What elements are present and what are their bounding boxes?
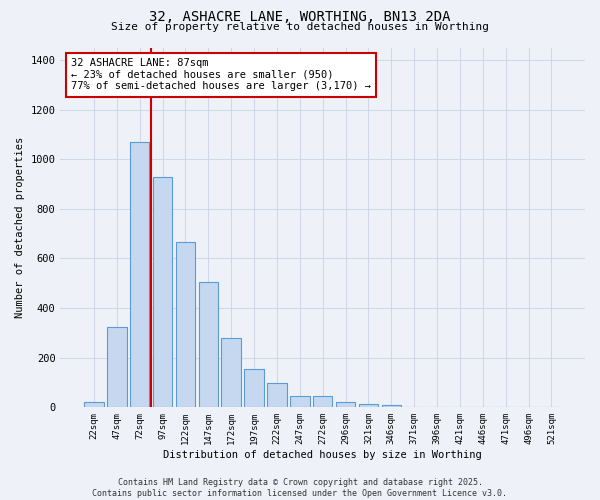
Bar [313, 396, 332, 407]
Bar [153, 176, 172, 408]
Text: Contains HM Land Registry data © Crown copyright and database right 2025.
Contai: Contains HM Land Registry data © Crown c… [92, 478, 508, 498]
Bar [199, 282, 218, 408]
Text: Size of property relative to detached houses in Worthing: Size of property relative to detached ho… [111, 22, 489, 32]
Y-axis label: Number of detached properties: Number of detached properties [15, 137, 25, 318]
Bar [359, 404, 378, 407]
Bar [130, 142, 149, 407]
Bar [176, 242, 195, 408]
Bar [107, 326, 127, 407]
Bar [267, 382, 287, 407]
Text: 32 ASHACRE LANE: 87sqm
← 23% of detached houses are smaller (950)
77% of semi-de: 32 ASHACRE LANE: 87sqm ← 23% of detached… [71, 58, 371, 92]
Bar [382, 406, 401, 407]
Bar [336, 402, 355, 407]
Bar [290, 396, 310, 407]
Bar [84, 402, 104, 407]
Bar [244, 370, 264, 408]
Text: 32, ASHACRE LANE, WORTHING, BN13 2DA: 32, ASHACRE LANE, WORTHING, BN13 2DA [149, 10, 451, 24]
X-axis label: Distribution of detached houses by size in Worthing: Distribution of detached houses by size … [163, 450, 482, 460]
Bar [221, 338, 241, 407]
